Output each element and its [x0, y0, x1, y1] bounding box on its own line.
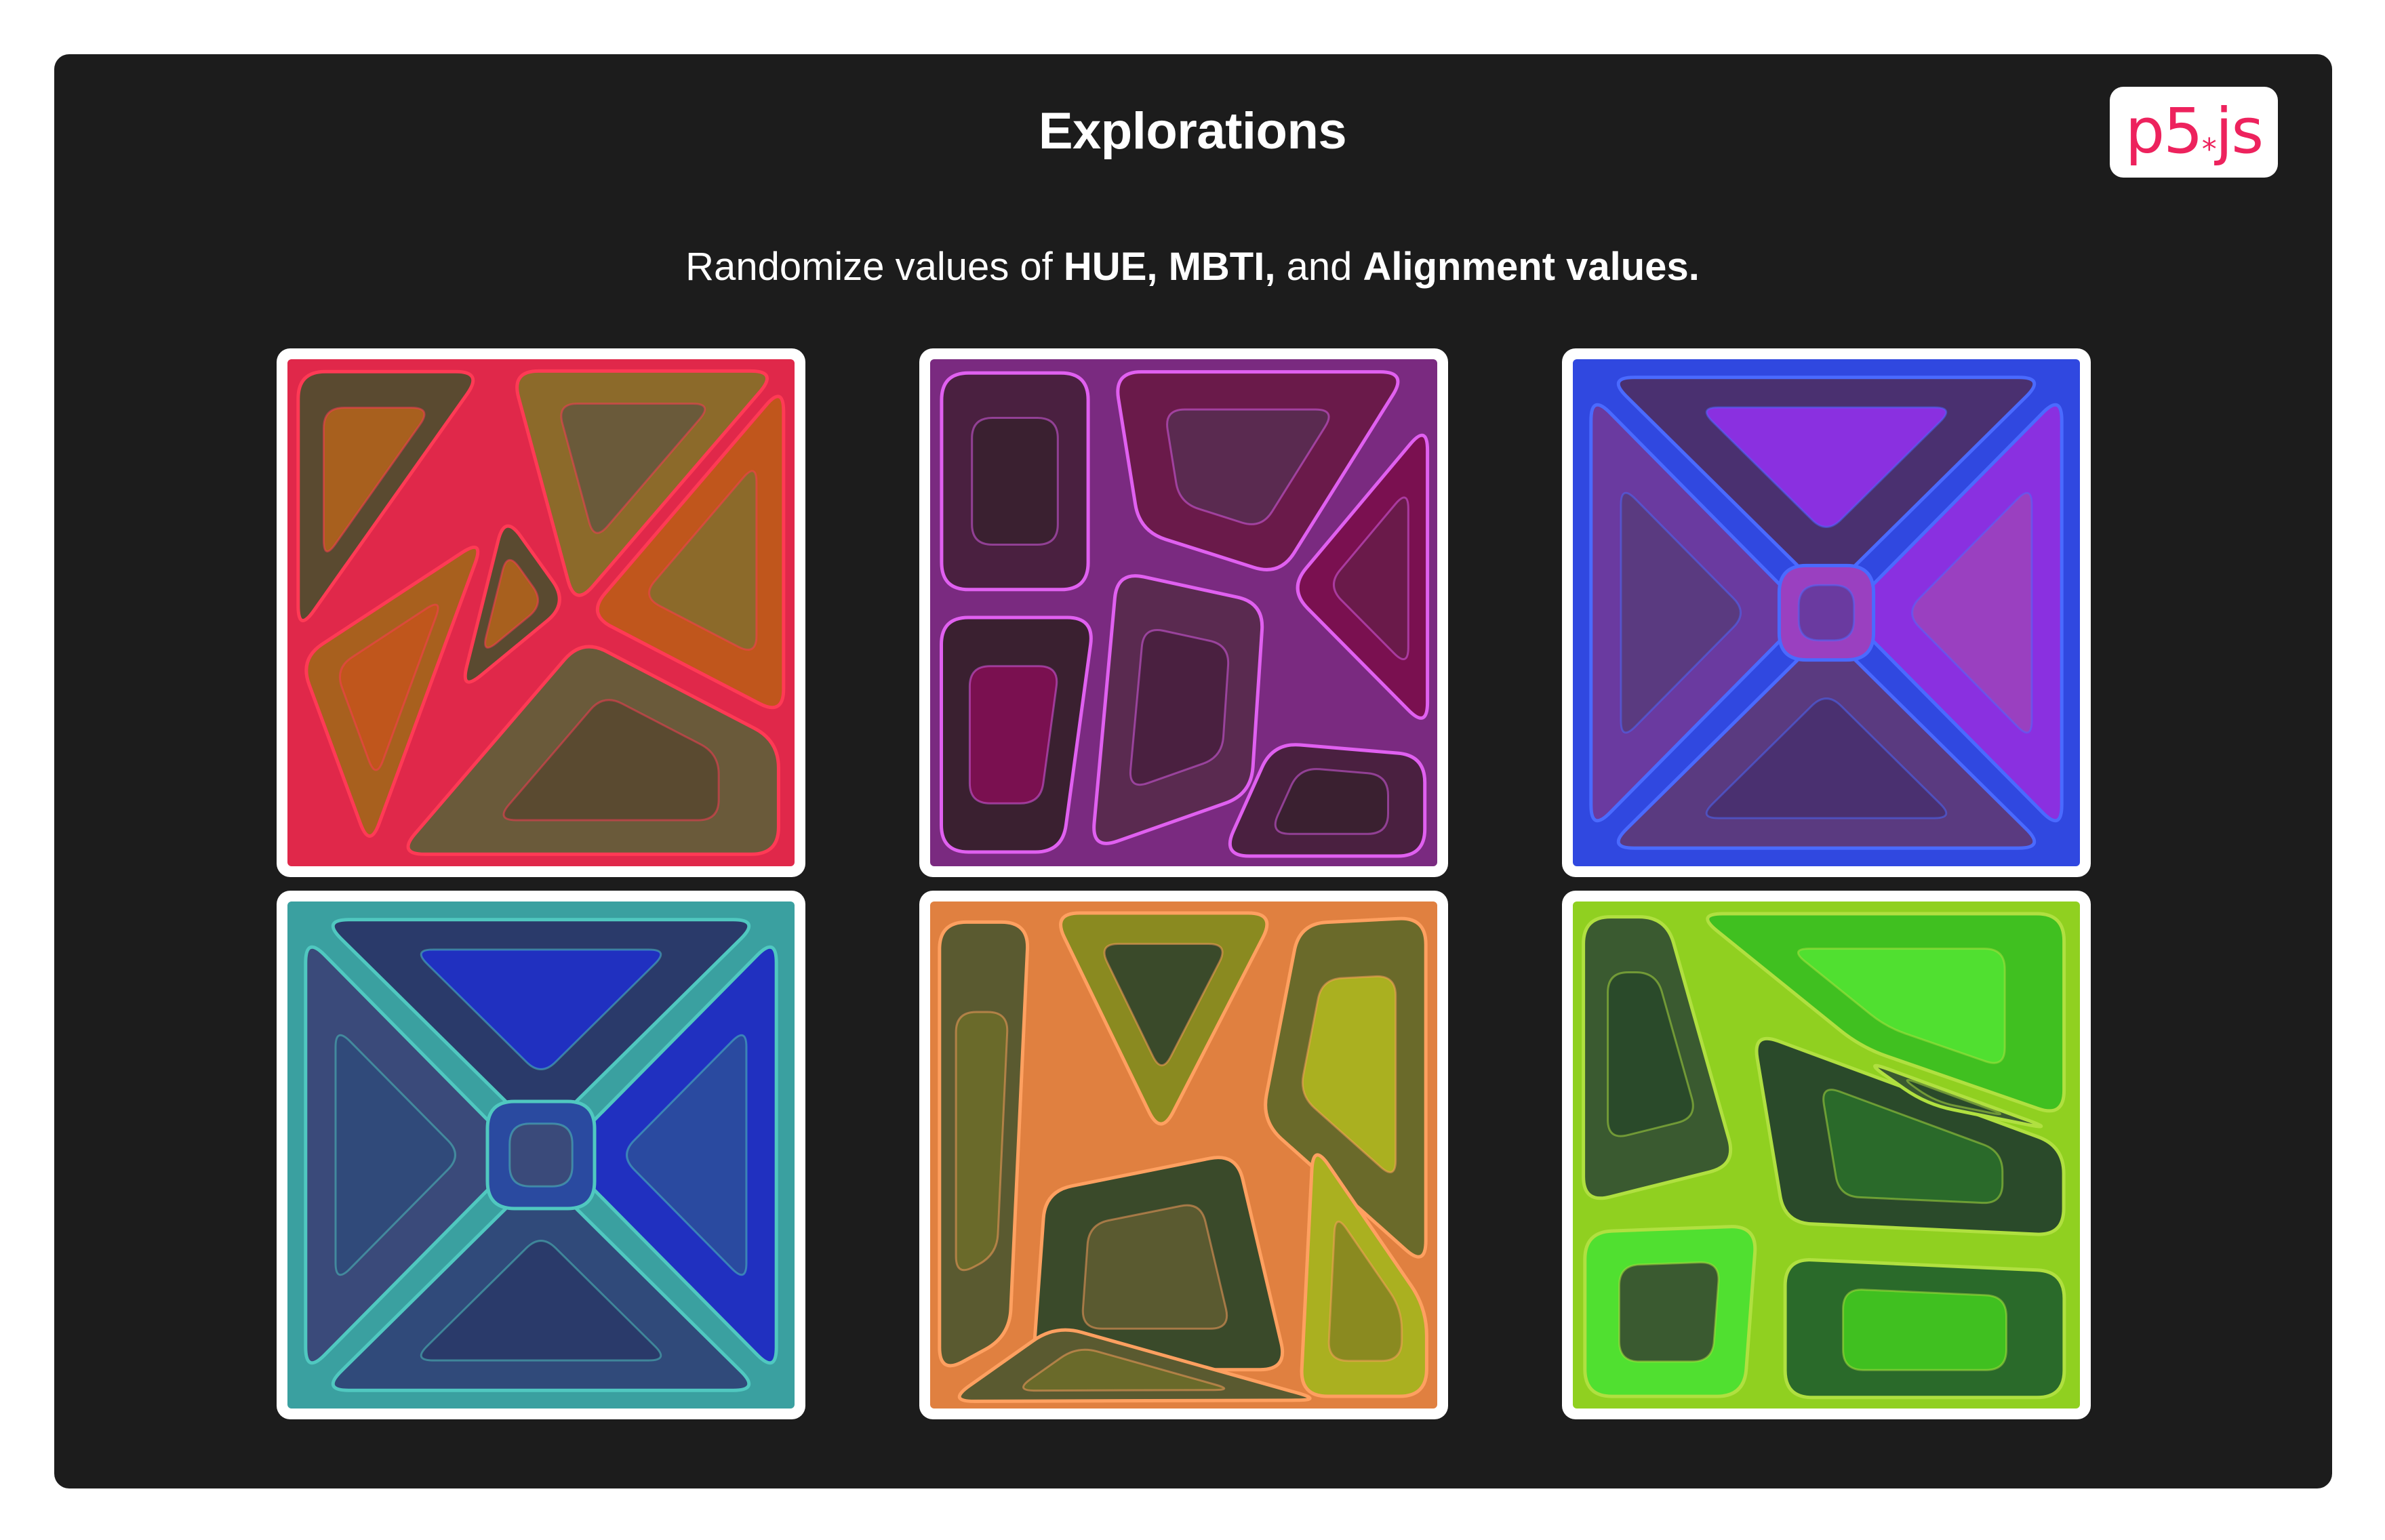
page-subtitle: Randomize values of HUE, MBTI, and Align…: [0, 244, 2385, 289]
artwork-sub-cell: [1842, 1289, 2007, 1371]
artwork-sub-cell: [1081, 1204, 1228, 1330]
artwork-sub-cell: [1129, 629, 1230, 786]
artwork-sub-cell: [1906, 1078, 2002, 1116]
artwork-sub-cell: [502, 699, 720, 822]
artwork-sub-cell: [420, 948, 662, 1070]
teal-exploration-artwork: [287, 901, 795, 1409]
artwork-sub-cell: [1274, 768, 1389, 835]
artwork-sub-cell: [1797, 948, 2006, 1064]
artwork-sub-cell: [1022, 1348, 1226, 1392]
artwork-sub-cell: [955, 1011, 1009, 1272]
artwork-sub-cell: [1705, 697, 1948, 819]
artwork-sub-cell: [508, 1122, 574, 1188]
artwork-sub-cell: [484, 559, 539, 649]
artwork-sub-cell: [1103, 943, 1224, 1067]
artwork-sub-cell: [648, 470, 758, 651]
artwork-sub-cell: [334, 1034, 456, 1276]
exploration-tile-2[interactable]: [919, 348, 1448, 877]
artwork-sub-cell: [420, 1240, 662, 1362]
artwork-sub-cell: [323, 407, 426, 552]
artwork-sub-cell: [1618, 1261, 1720, 1363]
green-exploration-artwork: [1573, 901, 2080, 1409]
subtitle-part-bold: HUE, MBTI,: [1063, 245, 1276, 289]
artwork-sub-cell: [1797, 584, 1856, 642]
artwork-sub-cell: [338, 603, 439, 771]
artwork-sub-cell: [626, 1034, 748, 1276]
artwork-sub-cell: [1911, 491, 2033, 734]
subtitle-part: Randomize values of: [685, 245, 1064, 289]
artwork-sub-cell: [560, 403, 706, 534]
artwork-sub-cell: [1327, 1221, 1403, 1362]
artwork-sub-cell: [971, 417, 1059, 546]
artwork-sub-cell: [1607, 971, 1694, 1137]
page-title: Explorations: [1038, 102, 1347, 160]
artwork-sub-cell: [1166, 408, 1330, 525]
p5js-logo: p5*js: [2110, 87, 2278, 178]
exploration-tile-3[interactable]: [1562, 348, 2091, 877]
artwork-sub-cell: [1705, 406, 1948, 528]
exploration-tile-1[interactable]: [277, 348, 805, 877]
artwork-cell: [1873, 1063, 2043, 1129]
p5js-logo-text: p5*js: [2125, 94, 2264, 167]
exploration-tile-5[interactable]: [919, 891, 1448, 1419]
magenta-exploration-artwork: [930, 359, 1437, 866]
artwork-sub-cell: [968, 665, 1058, 805]
blue-exploration-artwork: [1573, 359, 2080, 866]
orange-exploration-artwork: [930, 901, 1437, 1409]
artwork-sub-cell: [1301, 975, 1397, 1173]
red-exploration-artwork: [287, 359, 795, 866]
exploration-tile-4[interactable]: [277, 891, 805, 1419]
artwork-sub-cell: [1333, 496, 1409, 660]
subtitle-part: and: [1275, 245, 1363, 289]
artwork-sub-cell: [1620, 491, 1742, 734]
artwork-sub-cell: [1822, 1089, 2004, 1204]
exploration-tile-6[interactable]: [1562, 891, 2091, 1419]
subtitle-part-bold: Alignment values.: [1363, 245, 1700, 289]
